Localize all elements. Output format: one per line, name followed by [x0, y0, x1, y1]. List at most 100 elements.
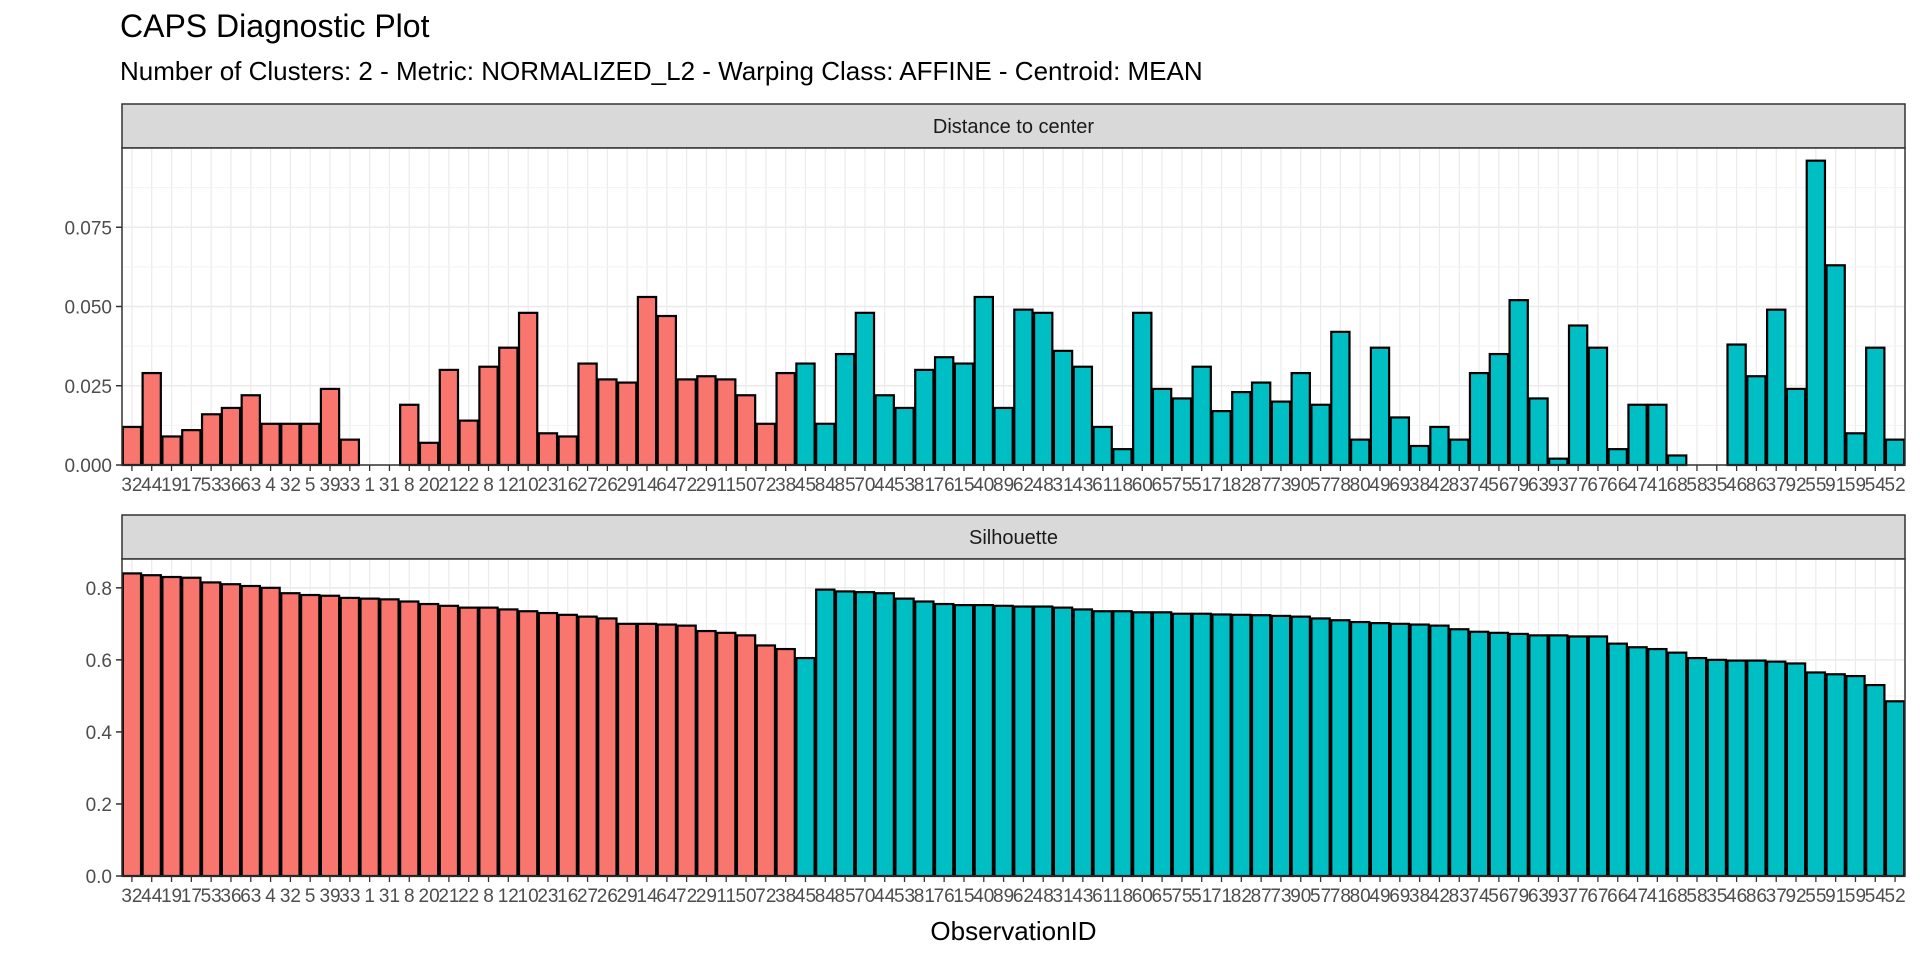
- y-tick-label: 0.4: [86, 723, 113, 744]
- x-tick-label: 72: [676, 886, 697, 907]
- bar: [993, 406, 1014, 467]
- x-tick-label: 68: [1667, 886, 1688, 907]
- x-tick-label: 86: [1746, 475, 1767, 496]
- x-tick-label: 1: [364, 886, 375, 907]
- bar: [458, 606, 479, 878]
- x-tick-label: 32: [280, 886, 301, 907]
- x-tick-label: 44: [141, 475, 163, 496]
- bar: [537, 432, 559, 467]
- bar: [1151, 611, 1173, 878]
- x-tick-label: 84: [815, 886, 837, 907]
- bar: [1092, 610, 1113, 878]
- x-tick-label: 68: [1667, 475, 1688, 496]
- bar: [1013, 605, 1034, 878]
- x-tick-label: 23: [537, 886, 558, 907]
- bar: [1528, 397, 1549, 467]
- x-tick-label: 38: [1409, 475, 1430, 496]
- chart-subtitle: Number of Clusters: 2 - Metric: NORMALIZ…: [120, 56, 1203, 86]
- bar: [1627, 646, 1648, 878]
- y-tick-label: 0.0: [86, 867, 112, 888]
- x-tick-label: 40: [973, 886, 994, 907]
- bar: [557, 435, 578, 467]
- bar: [1132, 611, 1153, 878]
- x-tick-label: 69: [1389, 886, 1410, 907]
- bar: [339, 438, 361, 467]
- bar: [478, 365, 499, 467]
- bar: [1052, 606, 1074, 878]
- x-tick-label: 38: [775, 475, 796, 496]
- bar: [1884, 438, 1906, 467]
- bar: [854, 591, 876, 878]
- x-tick-label: 67: [1587, 886, 1608, 907]
- x-tick-label: 85: [835, 886, 856, 907]
- bar: [181, 576, 202, 878]
- bar: [1250, 614, 1272, 878]
- bar: [517, 311, 539, 467]
- bar: [319, 594, 341, 878]
- x-tick-label: 84: [815, 475, 837, 496]
- bar: [1349, 620, 1371, 878]
- bar: [1290, 615, 1311, 878]
- bar: [1211, 613, 1232, 878]
- bar: [914, 368, 935, 467]
- x-tick-label: 12: [498, 475, 519, 496]
- x-tick-label: 72: [755, 475, 776, 496]
- x-tick-label: 29: [696, 475, 717, 496]
- bar: [597, 617, 618, 878]
- x-tick-label: 33: [339, 475, 360, 496]
- bar: [636, 622, 658, 878]
- bar: [478, 606, 499, 878]
- x-tick-label: 8: [483, 886, 494, 907]
- bar: [280, 592, 301, 878]
- x-tick-label: 43: [1072, 475, 1093, 496]
- x-tick-label: 54: [1865, 475, 1887, 496]
- bar: [815, 588, 836, 878]
- bar: [597, 378, 618, 467]
- bar: [1488, 631, 1510, 878]
- x-tick-label: 63: [240, 475, 261, 496]
- x-tick-label: 87: [1251, 886, 1272, 907]
- x-axis-label: ObservationID: [930, 916, 1096, 946]
- x-tick-label: 53: [894, 475, 915, 496]
- x-tick-label: 72: [755, 886, 776, 907]
- x-tick-label: 26: [597, 475, 618, 496]
- bar: [418, 602, 440, 878]
- x-tick-label: 4: [265, 886, 276, 907]
- bar: [1468, 371, 1490, 467]
- bar: [1072, 365, 1094, 467]
- y-tick-label: 0.025: [64, 377, 112, 398]
- bar: [1250, 381, 1272, 467]
- bar: [299, 422, 321, 467]
- bar: [1805, 671, 1827, 878]
- bar: [379, 598, 400, 878]
- bar: [1845, 432, 1866, 467]
- bar: [1647, 403, 1668, 467]
- y-tick-label: 0.2: [86, 795, 112, 816]
- x-tick-label: 31: [379, 886, 400, 907]
- x-tick-label: 21: [438, 475, 459, 496]
- bar: [1013, 308, 1034, 467]
- bar: [795, 656, 816, 878]
- x-tick-label: 86: [1746, 886, 1767, 907]
- bar: [577, 362, 598, 467]
- bar: [141, 371, 162, 467]
- bar: [834, 352, 856, 467]
- x-tick-label: 60: [1132, 886, 1153, 907]
- bar: [973, 295, 994, 467]
- panel-distance: Distance to center 0.000 0.025 0.050 0.075 32…: [64, 103, 1906, 496]
- bar: [755, 422, 777, 467]
- x-tick-label: 77: [1568, 475, 1589, 496]
- x-tick-label: 78: [1330, 886, 1351, 907]
- x-tick-label: 11: [716, 475, 736, 496]
- x-tick-label: 45: [795, 886, 816, 907]
- bar: [1132, 311, 1153, 467]
- x-tick-label: 62: [1013, 475, 1034, 496]
- bar: [815, 422, 836, 467]
- x-tick-label: 71: [1211, 475, 1232, 496]
- x-tick-label: 50: [735, 475, 756, 496]
- x-tick-label: 80: [1350, 886, 1371, 907]
- x-tick-label: 44: [141, 886, 163, 907]
- x-tick-label: 31: [379, 475, 400, 496]
- bar: [676, 378, 697, 467]
